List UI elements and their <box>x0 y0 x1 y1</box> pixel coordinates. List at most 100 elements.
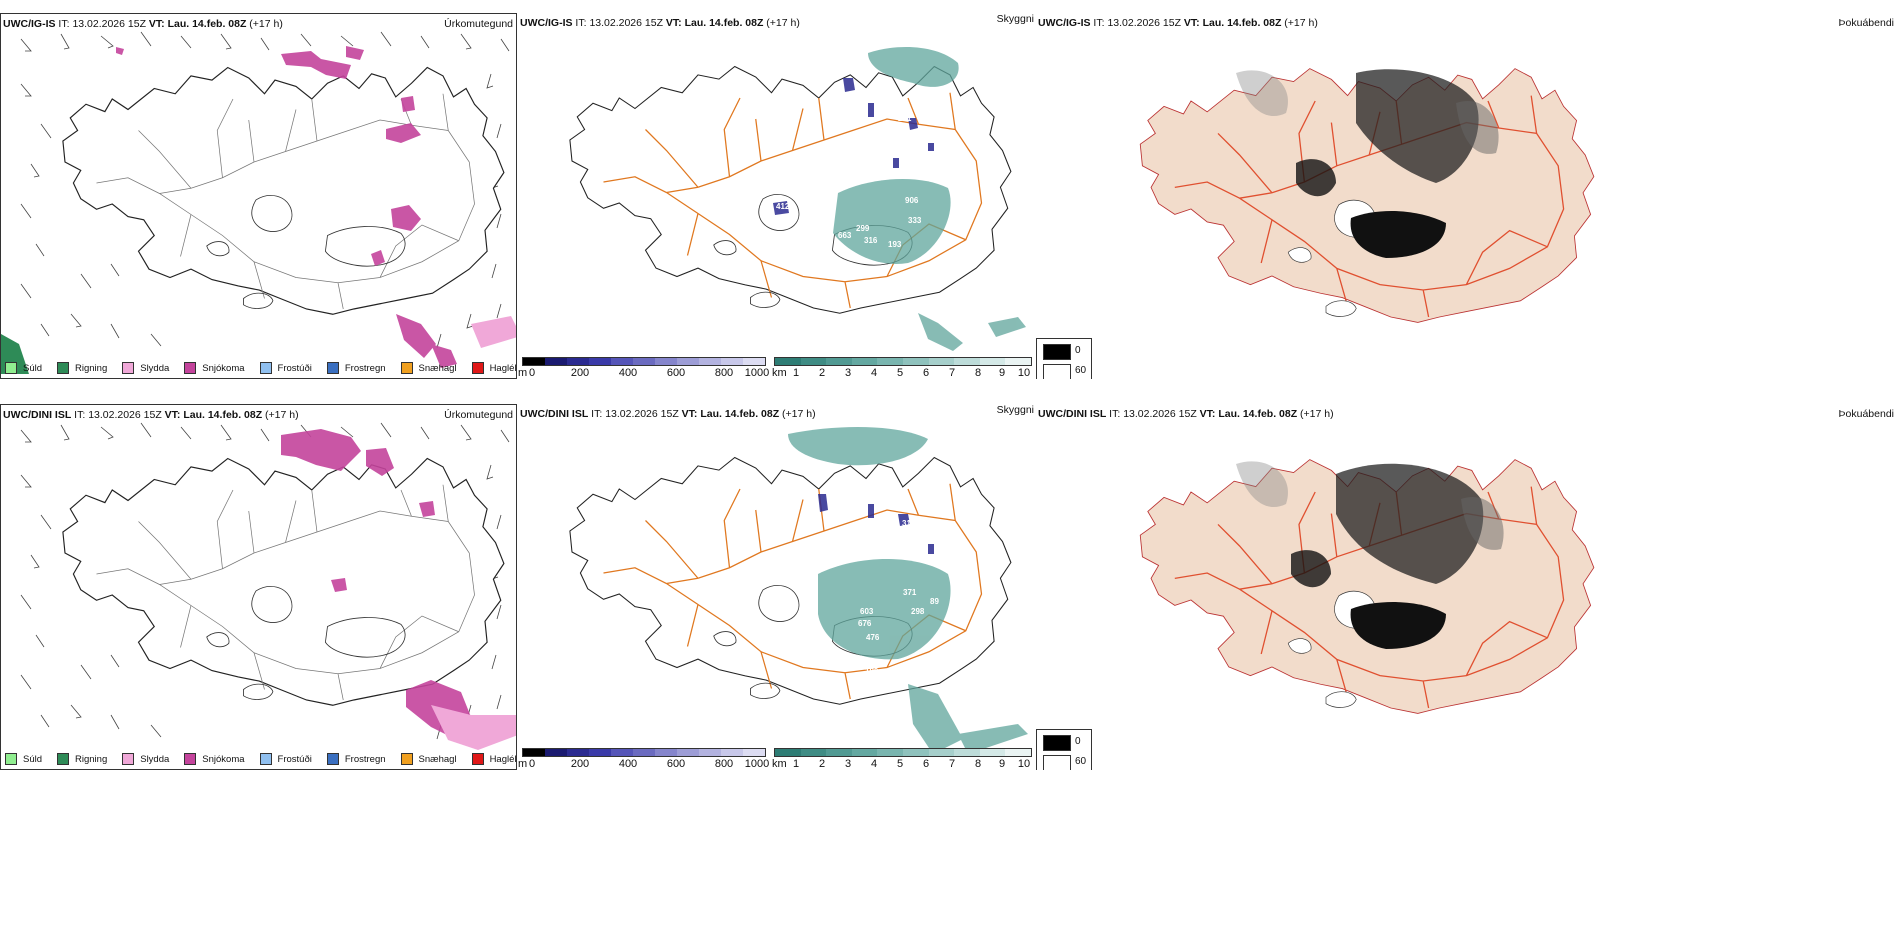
panel-type-label: Skyggni <box>996 404 1034 416</box>
tick: 600 <box>666 367 686 379</box>
vis-label: 603 <box>860 607 874 616</box>
unit-km: km <box>772 367 787 379</box>
visibility-km-colorbar: km 1 2 3 4 5 6 7 8 9 10 <box>772 748 1032 770</box>
legend-black-swatch <box>1043 344 1071 360</box>
low-visibility-spots <box>773 78 934 215</box>
legend-top-value: 0 <box>1075 345 1081 356</box>
tick: 0 <box>528 758 536 770</box>
panel-title: UWC/DINI ISL IT: 13.02.2026 15Z VT: Lau.… <box>520 408 816 420</box>
swatch <box>471 753 484 765</box>
tick: 5 <box>896 367 904 379</box>
visibility-value-labels: 158 351 603 676 476 371 298 89 180 358 3… <box>774 507 948 676</box>
vis-label: 89 <box>930 597 939 606</box>
precip-map-top <box>1 31 516 374</box>
legend-bottom-value: 60 <box>1075 365 1087 376</box>
unit-km: km <box>772 758 787 770</box>
vis-label: 351 <box>806 553 820 562</box>
tick: 10 <box>1017 367 1031 379</box>
legend-top-value: 0 <box>1075 736 1081 747</box>
colorbar-m <box>522 748 766 757</box>
tick: 1000 <box>744 758 770 770</box>
swatch <box>326 362 339 374</box>
tick: 6 <box>922 367 930 379</box>
panel-title: UWC/IG-IS IT: 13.02.2026 15Z VT: Lau. 14… <box>1038 17 1318 29</box>
legend-item-hail: Haglél <box>471 753 516 765</box>
tick: 200 <box>570 758 590 770</box>
tick: 5 <box>896 758 904 770</box>
legend-item-freezing-drizzle: Frostúði <box>259 753 312 765</box>
panel-title: UWC/DINI ISL IT: 13.02.2026 15Z VT: Lau.… <box>1038 408 1334 420</box>
visibility-panel-bottom: 158 351 603 676 476 371 298 89 180 358 3… <box>518 404 1036 770</box>
precip-legend: Súld Rigning Slydda Snjókoma Frostúði Fr… <box>5 362 516 374</box>
vis-label: 371 <box>903 588 917 597</box>
vis-label: 316 <box>864 236 878 245</box>
swatch <box>184 753 197 765</box>
tick: 3 <box>844 367 852 379</box>
swatch <box>5 753 17 765</box>
legend-item-drizzle: Súld <box>5 362 42 374</box>
vis-label: 358 <box>932 116 946 125</box>
tick: 600 <box>666 758 686 770</box>
panel-type-label: Þokuábendi <box>1838 408 1894 420</box>
vis-label: 251 <box>898 114 912 123</box>
swatch <box>57 753 70 765</box>
legend-white-swatch <box>1043 364 1071 379</box>
swatch <box>5 362 17 374</box>
vis-label: 906 <box>905 196 919 205</box>
legend-item-freezing-rain: Frostregn <box>326 362 386 374</box>
vis-label: 663 <box>838 231 852 240</box>
tick: 2 <box>818 367 826 379</box>
tick: 9 <box>998 758 1006 770</box>
unit-m: m <box>518 758 528 770</box>
legend-item-sleet: Slydda <box>122 753 169 765</box>
vis-label: 333 <box>908 216 922 225</box>
vis-label: 676 <box>858 619 872 628</box>
visibility-value-labels: 412 663 299 316 193 906 333 358 251 <box>776 114 946 249</box>
colorbar-m <box>522 357 766 366</box>
swatch <box>122 362 135 374</box>
tick: 800 <box>714 367 734 379</box>
panel-title: UWC/DINI ISL IT: 13.02.2026 15Z VT: Lau.… <box>3 409 299 421</box>
tick: 10 <box>1017 758 1031 770</box>
legend-item-sleet: Slydda <box>122 362 169 374</box>
legend-item-hail: Haglél <box>471 362 516 374</box>
swatch <box>57 362 70 374</box>
precip-legend: Súld Rigning Slydda Snjókoma Frostúði Fr… <box>5 753 516 765</box>
fog-map-bottom <box>1139 459 1595 714</box>
tick: 1000 <box>744 367 770 379</box>
tick: 6 <box>922 758 930 770</box>
precip-type-panel-bottom: UWC/DINI ISL IT: 13.02.2026 15Z VT: Lau.… <box>0 404 517 770</box>
fog-indicator-panel-bottom: UWC/DINI ISL IT: 13.02.2026 15Z VT: Lau.… <box>1036 404 1900 770</box>
swatch <box>259 753 272 765</box>
swatch <box>259 362 272 374</box>
vis-label: 180 <box>865 667 879 676</box>
panel-type-label: Skyggni <box>996 13 1034 25</box>
legend-item-rain: Rigning <box>57 362 107 374</box>
legend-white-swatch <box>1043 755 1071 770</box>
tick: 400 <box>618 367 638 379</box>
vis-label: 412 <box>776 202 790 211</box>
colorbar-km <box>774 748 1032 757</box>
legend-item-freezing-rain: Frostregn <box>326 753 386 765</box>
tick: 800 <box>714 758 734 770</box>
tick: 7 <box>948 367 956 379</box>
fog-map-top <box>1139 68 1595 323</box>
low-visibility-spots <box>818 494 934 554</box>
tick: 1 <box>792 367 800 379</box>
legend-item-snow: Snjókoma <box>184 362 245 374</box>
legend-item-freezing-drizzle: Frostúði <box>259 362 312 374</box>
tick: 200 <box>570 367 590 379</box>
vis-label: 298 <box>911 607 925 616</box>
legend-item-snow-pellets: Snæhagl <box>400 753 457 765</box>
unit-m: m <box>518 367 528 379</box>
panel-type-label: Úrkomutegund <box>444 18 513 30</box>
visibility-map-bottom: 158 351 603 676 476 371 298 89 180 358 3… <box>569 427 1028 754</box>
legend-black-swatch <box>1043 735 1071 751</box>
legend-item-snow-pellets: Snæhagl <box>400 362 457 374</box>
vis-label: 476 <box>866 633 880 642</box>
swatch <box>400 753 413 765</box>
precip-map-bottom <box>20 422 516 750</box>
fog-legend: 0 60 <box>1036 338 1092 379</box>
tick: 8 <box>974 367 982 379</box>
tick: 3 <box>844 758 852 770</box>
